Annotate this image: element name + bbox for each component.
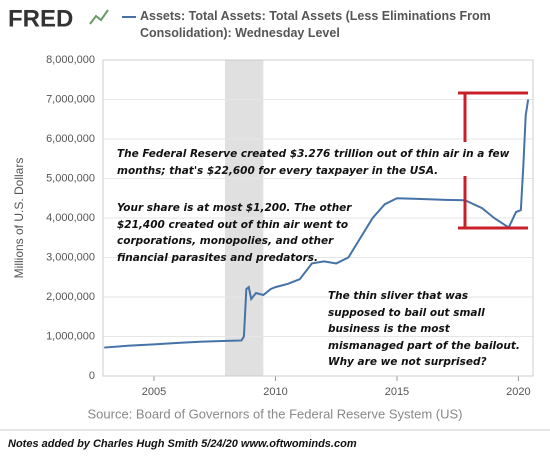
x-tick-label: 2010	[263, 386, 287, 398]
y-tick-label: 6,000,000	[46, 133, 95, 145]
x-tick-label: 2005	[142, 386, 166, 398]
y-tick-label: 7,000,000	[46, 93, 95, 105]
y-tick-label: 0	[89, 370, 95, 382]
y-tick-label: 4,000,000	[46, 212, 95, 224]
x-tick-label: 2020	[506, 386, 530, 398]
annotation: Your share is at most $1,200. The other …	[117, 202, 352, 264]
logo: FRED	[8, 5, 73, 32]
y-tick-label: 2,000,000	[46, 291, 95, 303]
y-axis-label: Millions of U.S. Dollars	[12, 158, 26, 279]
source: Source: Board of Governors of the Federa…	[88, 406, 463, 421]
data-line	[104, 99, 530, 349]
y-tick-label: 3,000,000	[46, 251, 95, 263]
annotation: The Federal Reserve created $3.276 trill…	[117, 148, 510, 177]
annotation: The thin sliver that was supposed to bai…	[328, 290, 520, 368]
legend-label: Assets: Total Assets: Total Assets (Less…	[140, 9, 491, 40]
logo-icon	[89, 9, 109, 25]
plot-border	[102, 59, 534, 377]
x-tick-label: 2015	[385, 386, 409, 398]
y-tick-label: 1,000,000	[46, 330, 95, 342]
footer: Notes added by Charles Hugh Smith 5/24/2…	[8, 438, 357, 450]
y-tick-label: 8,000,000	[46, 54, 95, 66]
y-tick-label: 5,000,000	[46, 172, 95, 184]
